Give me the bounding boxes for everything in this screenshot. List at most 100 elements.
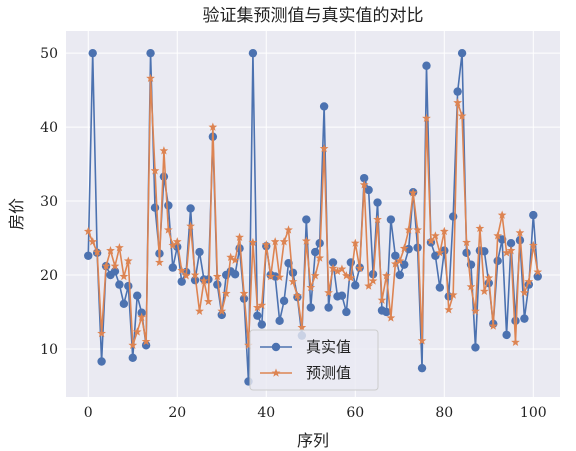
- data-point: [448, 212, 458, 221]
- data-point: [155, 257, 164, 267]
- legend: 真实值 预测值: [249, 329, 379, 391]
- y-tick-label: 30: [40, 194, 58, 210]
- data-point: [457, 111, 467, 120]
- data-point: [252, 302, 262, 312]
- data-point: [239, 288, 249, 298]
- data-point: [400, 260, 409, 269]
- data-point: [132, 327, 142, 336]
- data-point: [181, 271, 191, 280]
- data-point: [413, 225, 422, 234]
- data-point: [221, 288, 231, 298]
- data-point: [453, 87, 462, 96]
- data-point: [515, 228, 525, 237]
- data-point: [364, 281, 374, 290]
- data-point: [350, 238, 360, 247]
- series-layer: [83, 48, 543, 386]
- legend-label-predicted: 预测值: [306, 364, 351, 382]
- data-point: [248, 48, 258, 58]
- data-point: [306, 282, 316, 292]
- data-point: [275, 272, 284, 281]
- data-point: [502, 248, 511, 257]
- data-point: [101, 261, 111, 270]
- data-point: [355, 263, 365, 273]
- chart-title: 验证集预测值与真实值的对比: [203, 6, 424, 26]
- series-1: [83, 73, 543, 349]
- data-point: [97, 328, 106, 338]
- data-point: [408, 188, 418, 197]
- data-point: [466, 282, 476, 291]
- data-point: [261, 240, 271, 249]
- data-point: [422, 113, 431, 122]
- legend-marker-shape: [271, 342, 281, 352]
- data-point: [275, 316, 284, 326]
- data-point: [92, 247, 102, 256]
- data-point: [177, 277, 186, 286]
- data-point: [346, 273, 356, 282]
- data-point: [141, 336, 151, 346]
- data-point: [119, 271, 129, 281]
- data-point: [511, 337, 520, 347]
- data-point: [479, 286, 489, 295]
- data-point: [444, 305, 454, 314]
- data-point: [373, 214, 382, 224]
- x-tick-label: 100: [520, 405, 547, 421]
- data-point: [390, 259, 400, 268]
- data-point: [133, 291, 142, 300]
- data-point: [235, 232, 244, 242]
- data-point: [146, 48, 155, 58]
- data-point: [119, 299, 129, 309]
- data-point: [212, 271, 222, 281]
- data-point: [128, 340, 138, 349]
- y-tick-label: 20: [40, 268, 58, 284]
- data-point: [462, 237, 471, 247]
- data-point: [204, 297, 213, 306]
- data-point: [520, 314, 529, 323]
- data-point: [417, 336, 427, 345]
- data-point: [168, 263, 178, 272]
- data-point: [520, 288, 529, 297]
- data-point: [435, 283, 445, 292]
- y-tick-label: 50: [40, 46, 58, 62]
- data-point: [426, 236, 436, 245]
- data-point: [284, 225, 293, 234]
- data-point: [137, 312, 147, 321]
- data-point: [315, 253, 325, 262]
- data-point: [359, 180, 369, 189]
- data-point: [186, 204, 195, 213]
- data-point: [84, 251, 93, 260]
- data-point: [439, 226, 449, 236]
- data-point: [373, 198, 382, 207]
- data-point: [328, 258, 338, 267]
- data-point: [435, 248, 445, 257]
- data-point: [88, 48, 97, 58]
- y-axis-label: 房价: [7, 198, 26, 230]
- data-point: [306, 303, 315, 312]
- data-point: [471, 343, 480, 352]
- x-tick-label: 60: [346, 405, 364, 421]
- x-axis-label: 序列: [297, 431, 329, 450]
- data-point: [97, 357, 106, 366]
- data-point: [150, 203, 160, 212]
- x-tick-label: 20: [168, 405, 186, 421]
- data-point: [453, 98, 463, 107]
- data-point: [391, 251, 400, 260]
- data-point: [297, 322, 307, 332]
- data-point: [404, 225, 414, 234]
- data-point: [422, 61, 431, 70]
- data-point: [462, 248, 471, 258]
- legend-marker-actual: [271, 342, 281, 352]
- data-point: [471, 306, 480, 315]
- data-point: [301, 236, 311, 245]
- data-point: [310, 271, 320, 280]
- data-point: [311, 247, 320, 257]
- data-point: [248, 237, 258, 247]
- data-point: [106, 246, 115, 255]
- data-point: [128, 353, 137, 363]
- data-point: [502, 330, 511, 340]
- data-point: [382, 271, 391, 280]
- x-tick-label: 40: [257, 405, 275, 421]
- data-point: [123, 256, 133, 265]
- data-point: [279, 237, 289, 246]
- data-point: [328, 263, 338, 273]
- x-tick-label: 0: [84, 405, 93, 421]
